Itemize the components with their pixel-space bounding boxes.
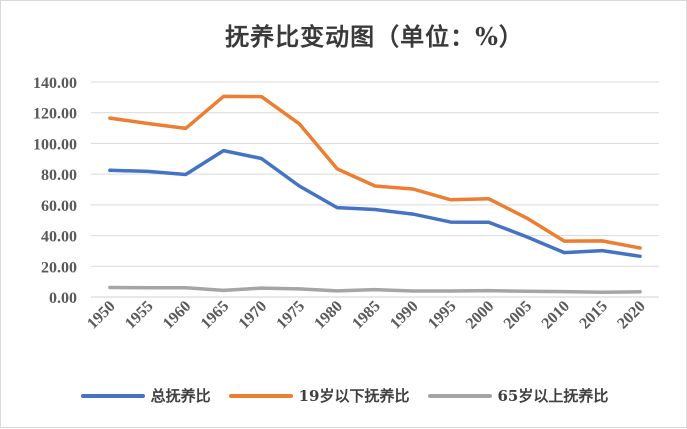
y-axis-ticks: 0.00 20.00 40.00 60.00 80.00 100.00 120.00 140.… bbox=[33, 75, 77, 307]
series-line bbox=[108, 285, 642, 294]
x-tick-label: 1970 bbox=[236, 298, 271, 333]
series-lines bbox=[108, 94, 642, 294]
y-tick-label: 40.00 bbox=[41, 229, 77, 246]
legend-label: 19岁以下抚养比 bbox=[298, 387, 410, 405]
legend-item: 65岁以上抚养比 bbox=[427, 385, 609, 406]
legend-label: 总抚养比 bbox=[150, 387, 211, 405]
x-tick-label: 2010 bbox=[539, 298, 574, 333]
x-tick-label: 1990 bbox=[387, 298, 422, 333]
legend: 总抚养比 19岁以下抚养比 65岁以上抚养比 bbox=[1, 385, 687, 406]
x-tick-label: 2000 bbox=[463, 298, 498, 333]
series-line bbox=[108, 94, 642, 250]
legend-swatch bbox=[427, 393, 492, 398]
y-tick-label: 20.00 bbox=[41, 259, 77, 276]
x-tick-label: 1960 bbox=[160, 298, 195, 333]
x-tick-label: 2015 bbox=[576, 298, 611, 333]
x-tick-label: 1995 bbox=[425, 298, 460, 333]
x-tick-label: 1980 bbox=[311, 298, 346, 333]
y-tick-label: 120.00 bbox=[33, 106, 77, 123]
x-tick-label: 1985 bbox=[349, 298, 384, 333]
y-tick-label: 0.00 bbox=[49, 290, 77, 307]
x-tick-label: 2005 bbox=[501, 298, 536, 333]
series-line bbox=[108, 148, 642, 259]
y-tick-label: 140.00 bbox=[33, 75, 77, 92]
x-tick-label: 1975 bbox=[273, 298, 308, 333]
legend-item: 总抚养比 bbox=[80, 385, 211, 406]
legend-label: 65岁以上抚养比 bbox=[497, 387, 609, 405]
y-tick-label: 60.00 bbox=[41, 198, 77, 215]
chart-title: 抚养比变动图（单位：%） bbox=[225, 22, 524, 51]
y-tick-label: 100.00 bbox=[33, 136, 77, 153]
x-tick-label: 2020 bbox=[614, 298, 649, 333]
legend-swatch bbox=[228, 393, 293, 398]
legend-item: 19岁以下抚养比 bbox=[228, 385, 410, 406]
x-axis-ticks: 1950 1955 1960 1965 1970 1975 1980 1985 1990 1995… bbox=[84, 298, 649, 333]
y-tick-label: 80.00 bbox=[41, 167, 77, 184]
x-tick-label: 1950 bbox=[84, 298, 119, 333]
gridlines bbox=[91, 81, 659, 298]
legend-swatch bbox=[80, 393, 145, 398]
x-tick-label: 1955 bbox=[122, 298, 157, 333]
x-tick-label: 1965 bbox=[198, 298, 233, 333]
